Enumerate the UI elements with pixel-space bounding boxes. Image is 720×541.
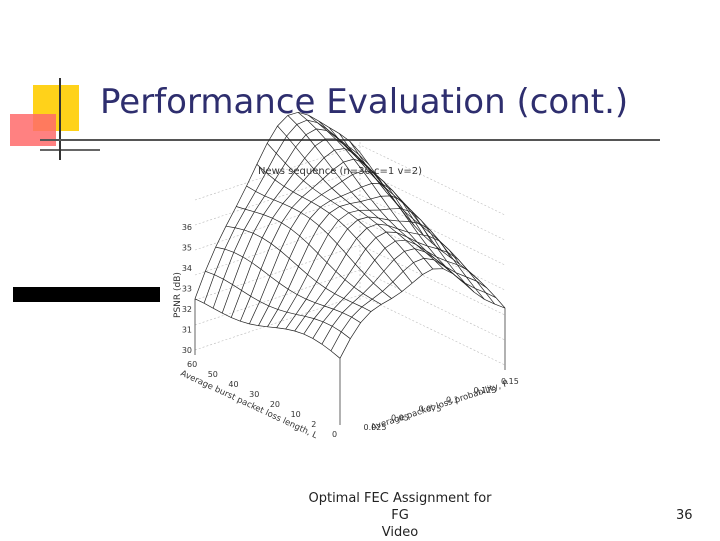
deco-red (10, 114, 56, 146)
x-tick-label: 2 (311, 420, 316, 429)
mesh-line (246, 185, 392, 299)
wall-line (194, 144, 506, 216)
z-tick-label: 30 (182, 346, 192, 355)
x-axis-label: Average burst packet loss length, L (179, 369, 319, 442)
mesh-line (339, 133, 485, 300)
surface-plot: News sequence (n=30 c=1 v=2) 36 35 34 33 32 31… (173, 111, 519, 442)
z-tick-label: 32 (182, 305, 192, 314)
mesh-line (349, 140, 495, 305)
x-tick-label: 30 (249, 390, 259, 399)
z-axis-label: PSNR (dB) (173, 272, 183, 318)
mesh-line (205, 270, 351, 339)
x-tick-label: 40 (228, 380, 238, 389)
footer-line: Video (381, 525, 419, 540)
z-tick-label: 36 (182, 223, 192, 232)
z-tick-label: 35 (182, 244, 192, 253)
mesh-line (258, 183, 424, 326)
mesh-line (215, 246, 361, 323)
mesh-line (239, 158, 406, 322)
x-tick-label: 50 (208, 370, 218, 379)
y-axis-label: Average packet loss probability, P (370, 379, 510, 433)
slide-title: Performance Evaluation (cont.) (100, 82, 629, 122)
mesh-line (339, 268, 506, 359)
y-tick-label: 0.05 (391, 414, 409, 423)
z-tick-label: 31 (182, 326, 192, 335)
x-tick-label: 0 (332, 430, 337, 439)
footer: Optimal FEC Assignment for FG Video (300, 490, 500, 541)
y-tick-label: 0.125 (474, 386, 497, 395)
wall-line (194, 244, 506, 316)
y-tick-label: 0.025 (364, 423, 387, 432)
mesh-line (194, 111, 361, 299)
mesh-line (321, 248, 488, 345)
mesh-line (212, 128, 379, 309)
z-tick-label: 33 (182, 285, 192, 294)
mesh-line (267, 195, 433, 328)
x-tick-label: 60 (187, 360, 197, 369)
mesh-line (266, 142, 413, 284)
mesh-line (287, 115, 434, 270)
mesh-line (249, 170, 415, 325)
mesh-line (330, 257, 497, 352)
black-bar (13, 287, 160, 302)
mesh-line (318, 120, 464, 284)
footer-line: Optimal FEC Assignment for FG (308, 491, 492, 523)
mesh-line (203, 119, 370, 304)
z-tick-label: 34 (182, 264, 192, 273)
mesh-line (359, 152, 506, 309)
wall-line (194, 194, 506, 266)
y-tick-label: 0.075 (419, 405, 442, 414)
page-number: 36 (676, 508, 693, 523)
wall-line (194, 219, 506, 291)
mesh-line (297, 112, 444, 269)
y-tick-label: 0.15 (501, 377, 519, 386)
figure-title: News sequence (n=30 c=1 v=2) (258, 166, 422, 177)
x-tick-label: 20 (270, 400, 280, 409)
y-tick-label: 0.1 (446, 395, 459, 404)
x-tick-label: 10 (291, 410, 301, 419)
mesh-line (308, 114, 454, 275)
